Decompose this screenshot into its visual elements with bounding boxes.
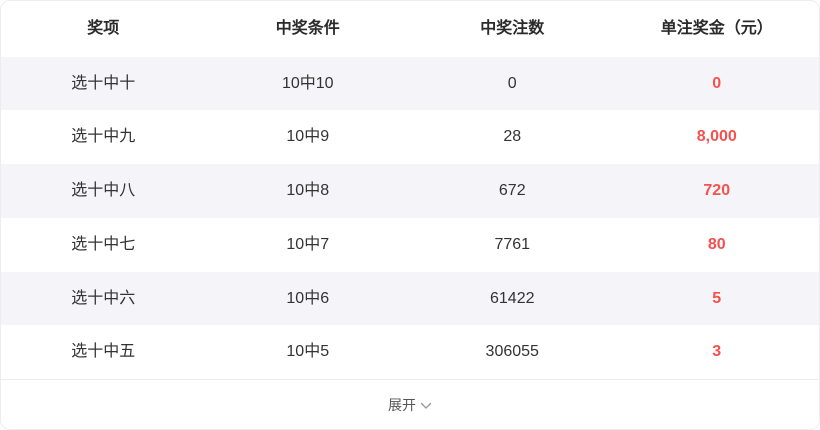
prize-name-cell: 选十中十 xyxy=(71,74,136,92)
column-header-prize: 奖项 xyxy=(87,19,120,37)
count-cell: 0 xyxy=(507,74,517,92)
column-header-count: 中奖注数 xyxy=(480,19,545,37)
condition-cell: 10中8 xyxy=(286,182,330,200)
count-cell: 7761 xyxy=(494,235,531,253)
table-row: 选十中九 10中9 28 8,000 xyxy=(1,110,819,164)
prize-name-cell: 选十中八 xyxy=(71,182,136,200)
amount-cell: 5 xyxy=(712,289,722,307)
count-cell: 61422 xyxy=(490,289,535,307)
amount-cell: 8,000 xyxy=(696,128,737,146)
expand-button[interactable]: 展开 xyxy=(1,379,819,429)
prize-name-cell: 选十中九 xyxy=(71,128,136,146)
column-header-condition: 中奖条件 xyxy=(275,19,340,37)
chevron-down-icon xyxy=(420,402,432,410)
count-cell: 672 xyxy=(498,182,526,200)
amount-cell: 80 xyxy=(707,235,726,253)
condition-cell: 10中9 xyxy=(286,128,330,146)
table-header-row: 奖项 中奖条件 中奖注数 单注奖金（元） xyxy=(1,1,819,57)
prize-name-cell: 选十中六 xyxy=(71,289,136,307)
amount-cell: 0 xyxy=(712,74,722,92)
column-header-amount: 单注奖金（元） xyxy=(660,19,773,37)
amount-cell: 720 xyxy=(703,182,731,200)
condition-cell: 10中7 xyxy=(286,235,330,253)
condition-cell: 10中10 xyxy=(281,74,334,92)
table-row: 选十中五 10中5 306055 3 xyxy=(1,325,819,379)
expand-label: 展开 xyxy=(388,396,416,413)
count-cell: 306055 xyxy=(485,343,539,361)
count-cell: 28 xyxy=(503,128,522,146)
condition-cell: 10中5 xyxy=(286,343,330,361)
prize-name-cell: 选十中七 xyxy=(71,235,136,253)
table-row: 选十中十 10中10 0 0 xyxy=(1,56,819,111)
table-row: 选十中六 10中6 61422 5 xyxy=(1,271,819,326)
amount-cell: 3 xyxy=(712,343,722,361)
table-row: 选十中七 10中7 7761 80 xyxy=(1,218,819,272)
prize-name-cell: 选十中五 xyxy=(71,343,136,361)
table-row: 选十中八 10中8 672 720 xyxy=(1,164,819,218)
condition-cell: 10中6 xyxy=(286,289,330,307)
